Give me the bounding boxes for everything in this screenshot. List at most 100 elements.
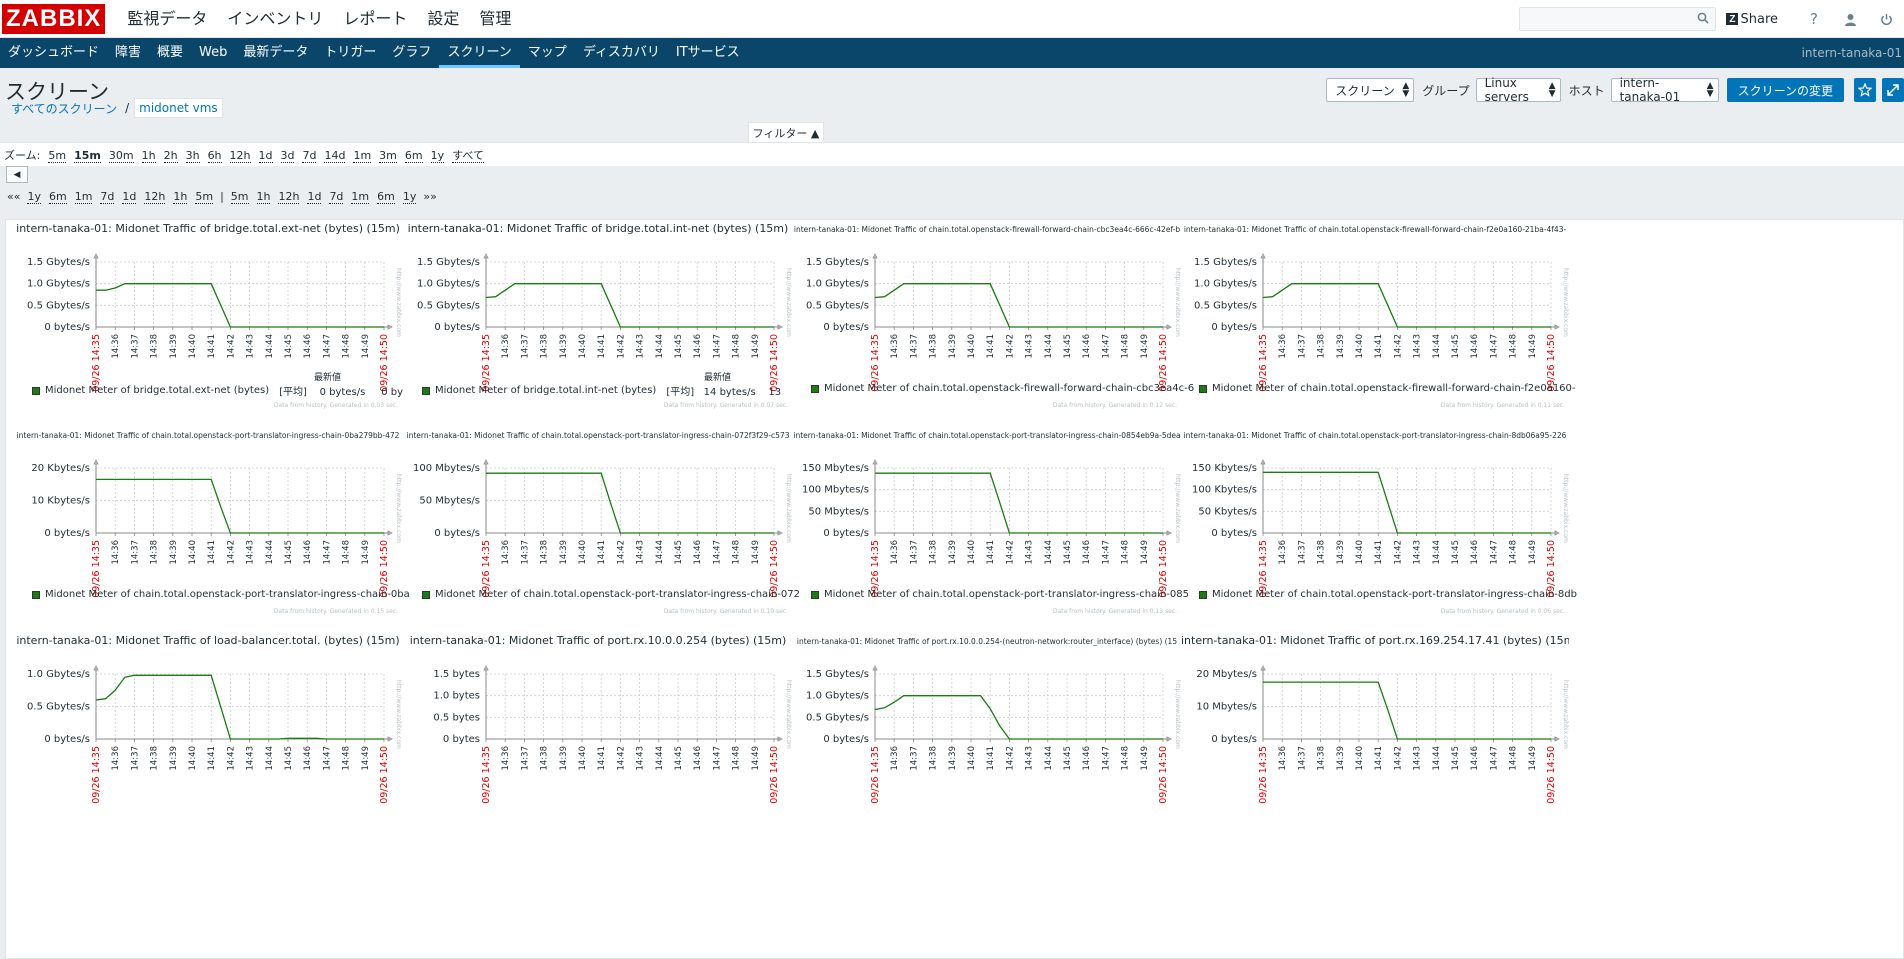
zoom-option[interactable]: 30m: [108, 148, 134, 163]
submenu-discovery[interactable]: ディスカバリ: [582, 45, 660, 60]
period-link[interactable]: 12h: [278, 189, 300, 204]
graph-cell[interactable]: intern-tanaka-01: Midonet Traffic of loa…: [14, 632, 402, 838]
fullscreen-button[interactable]: [1882, 78, 1904, 102]
graph-cell[interactable]: intern-tanaka-01: Midonet Traffic of por…: [1181, 632, 1569, 838]
zoom-option[interactable]: 3m: [379, 148, 397, 163]
change-screen-button[interactable]: スクリーンの変更: [1726, 78, 1844, 102]
zabbix-watermark: http://www.zabbix.com: [1174, 268, 1181, 337]
search-input[interactable]: [1519, 7, 1717, 31]
view-select[interactable]: スクリーン ▲ ▼: [1326, 78, 1415, 102]
submenu-triggers[interactable]: トリガー: [324, 45, 377, 60]
submenu-problems[interactable]: 障害: [115, 45, 142, 60]
period-link[interactable]: 1d: [307, 189, 322, 204]
period-link[interactable]: 1y: [27, 189, 41, 204]
submenu-graphs[interactable]: グラフ: [392, 45, 432, 60]
zoom-option[interactable]: 1m: [353, 148, 372, 163]
submenu-web[interactable]: Web: [199, 45, 228, 60]
group-select-value: Linux servers: [1484, 76, 1529, 104]
select-arrows-icon: ▲ ▼: [1402, 81, 1410, 99]
graph-cell[interactable]: intern-tanaka-01: Midonet Traffic of cha…: [1181, 426, 1577, 632]
zoom-option[interactable]: すべて: [452, 148, 484, 163]
x-tick-label: 14:41: [986, 746, 996, 771]
period-separator: |: [220, 189, 224, 203]
submenu-overview[interactable]: 概要: [157, 45, 184, 60]
menu-administration[interactable]: 管理: [479, 8, 512, 28]
help-icon[interactable]: ?: [1810, 10, 1818, 28]
y-tick-label: 0 bytes/s: [44, 734, 90, 745]
breadcrumb-all-screens[interactable]: すべてのスクリーン: [11, 101, 118, 116]
zoom-option[interactable]: 5m: [48, 148, 67, 163]
period-link[interactable]: 1h: [256, 189, 271, 204]
zoom-option[interactable]: 14d: [324, 148, 346, 163]
period-link[interactable]: 6m: [377, 189, 395, 204]
menu-configuration[interactable]: 設定: [427, 8, 460, 28]
logout-icon[interactable]: [1878, 11, 1894, 27]
y-tick-label: 100 Mbytes/s: [413, 463, 480, 474]
y-tick-label: 1.0 bytes: [433, 691, 480, 702]
submenu-it-services[interactable]: ITサービス: [675, 45, 740, 60]
graph-cell[interactable]: intern-tanaka-01: Midonet Traffic of bri…: [14, 220, 403, 426]
zoom-option[interactable]: 7d: [302, 148, 317, 163]
x-tick-label: 14:41: [207, 540, 217, 565]
period-link[interactable]: 1h: [173, 189, 188, 204]
x-tick-label: 14:43: [246, 540, 256, 565]
breadcrumb-current[interactable]: midonet vms: [134, 98, 223, 118]
graph-cell[interactable]: intern-tanaka-01: Midonet Traffic of cha…: [793, 426, 1189, 632]
zoom-option[interactable]: 1d: [258, 148, 273, 163]
share-label: Share: [1740, 11, 1778, 27]
graph-cell[interactable]: intern-tanaka-01: Midonet Traffic of cha…: [1181, 220, 1576, 426]
menu-monitoring[interactable]: 監視データ: [127, 8, 208, 28]
zoom-option[interactable]: 3d: [280, 148, 295, 163]
zoom-option[interactable]: 12h: [229, 148, 251, 163]
search-icon[interactable]: [1697, 12, 1710, 24]
period-link[interactable]: 7d: [329, 189, 344, 204]
zoom-option[interactable]: 1h: [141, 148, 156, 163]
menu-reports[interactable]: レポート: [343, 8, 408, 28]
legend-label: Midonet Meter of chain.total.openstack-f…: [824, 383, 1195, 394]
submenu-maps[interactable]: マップ: [527, 45, 567, 60]
group-select[interactable]: Linux servers ▲ ▼: [1475, 76, 1561, 104]
user-profile-icon[interactable]: [1842, 11, 1858, 27]
zoom-option[interactable]: 15m: [74, 148, 101, 163]
graph-cell[interactable]: intern-tanaka-01: Midonet Traffic of por…: [793, 632, 1181, 838]
x-tick-label: 14:49: [361, 746, 371, 771]
zoom-option[interactable]: 6m: [404, 148, 423, 163]
zoom-option[interactable]: 1y: [430, 148, 445, 163]
zabbix-logo[interactable]: ZABBIX: [2, 3, 106, 34]
period-link[interactable]: 12h: [144, 189, 166, 204]
period-link[interactable]: 1y: [402, 189, 417, 204]
period-link[interactable]: 1m: [351, 189, 370, 204]
period-link[interactable]: 7d: [100, 189, 115, 204]
zoom-option[interactable]: 2h: [163, 148, 178, 163]
zoom-option[interactable]: 6h: [207, 148, 222, 163]
period-link[interactable]: 5m: [230, 189, 249, 204]
share-link[interactable]: Z Share: [1726, 12, 1778, 27]
submenu-dashboard[interactable]: ダッシュボード: [8, 45, 100, 60]
menu-inventory[interactable]: インベントリ: [227, 8, 324, 28]
zoom-option[interactable]: 3h: [185, 148, 200, 163]
select-arrows-icon: ▲ ▼: [1706, 81, 1714, 99]
graph-cell[interactable]: intern-tanaka-01: Midonet Traffic of bri…: [404, 220, 792, 426]
period-link[interactable]: 5m: [195, 189, 214, 204]
x-axis-arrow: [387, 324, 393, 330]
zoom-bar: ズーム: 5m 15m 30m 1h 2h 3h 6h 12h 1d 3d 7d 14d 1m 3m 6m 1…: [0, 142, 1904, 166]
graph-cell[interactable]: intern-tanaka-01: Midonet Traffic of cha…: [14, 426, 410, 632]
favorite-button[interactable]: [1854, 78, 1876, 102]
graph-cell[interactable]: intern-tanaka-01: Midonet Traffic of cha…: [793, 220, 1194, 426]
period-link[interactable]: 1m: [74, 189, 93, 204]
x-tick-label: 14:43: [246, 334, 256, 359]
period-forward-end[interactable]: »»: [423, 189, 437, 203]
legend-swatch: [1199, 384, 1207, 393]
period-back-start[interactable]: ««: [7, 189, 21, 203]
filter-tab[interactable]: フィルター ▲: [748, 122, 824, 142]
main-menu: 監視データ インベントリ レポート 設定 管理: [117, 0, 521, 38]
submenu-latest-data[interactable]: 最新データ: [243, 45, 309, 60]
y-tick-label: 20 Mbytes/s: [1196, 669, 1257, 680]
host-select[interactable]: intern-tanaka-01 ▲ ▼: [1610, 76, 1719, 104]
submenu-screens[interactable]: スクリーン: [439, 38, 520, 68]
scroll-left-button[interactable]: ◀: [6, 166, 28, 183]
graph-cell[interactable]: intern-tanaka-01: Midonet Traffic of por…: [404, 632, 792, 838]
graph-cell[interactable]: intern-tanaka-01: Midonet Traffic of cha…: [404, 426, 800, 632]
period-link[interactable]: 1d: [122, 189, 137, 204]
period-link[interactable]: 6m: [48, 189, 67, 204]
